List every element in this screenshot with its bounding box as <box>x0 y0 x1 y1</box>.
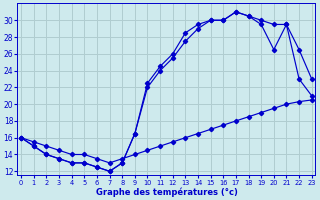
X-axis label: Graphe des températures (°c): Graphe des températures (°c) <box>95 187 237 197</box>
